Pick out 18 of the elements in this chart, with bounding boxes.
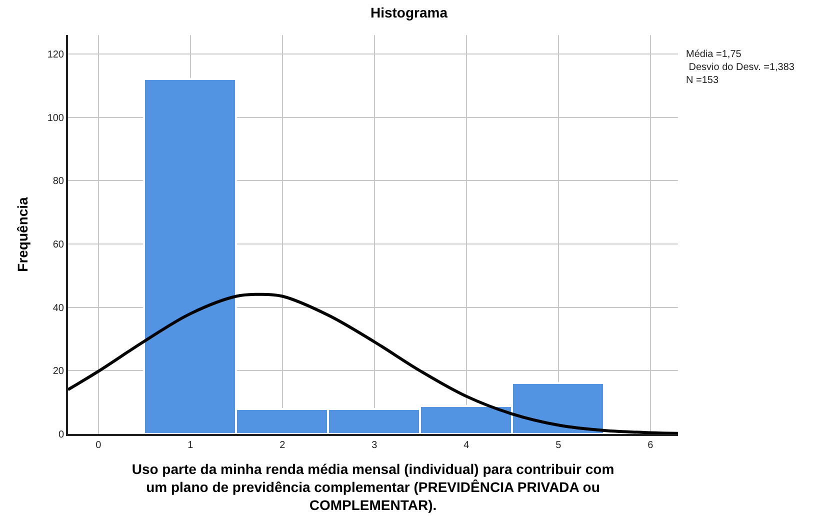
x-tick-label: 6 [648,440,654,451]
y-tick-label: 20 [52,366,64,378]
y-tick-label: 0 [58,430,64,440]
chart-title: Histograma [370,4,448,21]
x-tick-label: 5 [556,440,562,451]
y-tick-label: 80 [52,176,64,188]
text: Média =1,75 Desvio do Desv. =1,383 N =153 [686,49,795,86]
x-axis-title: Uso parte da minha renda média mensal (individual) para contribuir com um plano de previdência complementar (PREVIDÊNCIA PRIVADA ou COMPLEMENTAR). [132,460,614,514]
y-tick-label: 40 [52,302,64,314]
y-tick-label: 120 [47,50,64,60]
y-axis-title: Frequência [14,196,30,272]
x-tick-label: 4 [464,440,470,451]
x-tick-label: 3 [372,440,378,451]
y-tick-label: 60 [52,240,64,250]
y-tick-label: 100 [47,112,64,124]
x-tick-label: 2 [280,440,286,451]
x-tick-label: 1 [188,440,194,451]
x-tick-label: 0 [96,440,102,451]
